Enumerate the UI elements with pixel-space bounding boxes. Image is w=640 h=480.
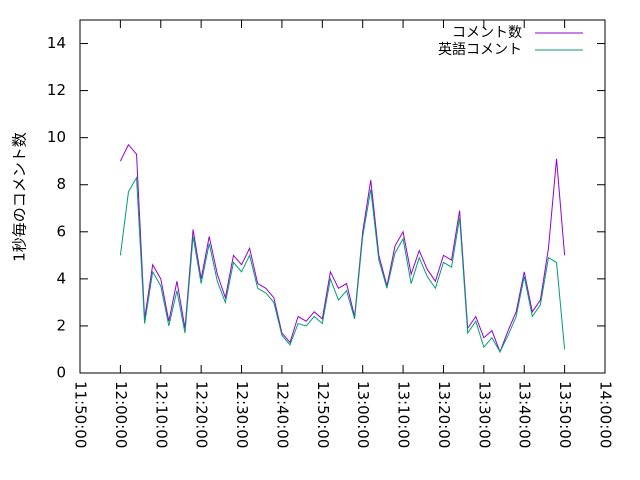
x-tick-label: 13:00:00	[354, 381, 372, 448]
y-tick-label: 12	[47, 81, 66, 99]
y-tick-label: 10	[47, 128, 66, 146]
y-tick-label: 0	[56, 364, 66, 382]
x-tick-label: 12:10:00	[152, 381, 170, 448]
x-tick-label: 13:10:00	[395, 381, 413, 448]
x-tick-label: 13:50:00	[556, 381, 574, 448]
x-tick-label: 12:30:00	[233, 381, 251, 448]
legend-label: 英語コメント	[438, 41, 522, 58]
x-tick-label: 12:00:00	[112, 381, 130, 448]
y-tick-label: 14	[47, 34, 66, 52]
legend-label: コメント数	[452, 25, 522, 41]
y-tick-label: 4	[56, 269, 66, 287]
x-tick-label: 14:00:00	[597, 381, 615, 448]
x-tick-label: 11:50:00	[72, 381, 90, 448]
x-tick-label: 13:20:00	[435, 381, 453, 448]
x-tick-label: 12:40:00	[273, 381, 291, 448]
y-axis-label: 1秒毎のコメント数	[11, 132, 29, 262]
x-tick-label: 13:30:00	[475, 381, 493, 448]
x-tick-label: 13:40:00	[516, 381, 534, 448]
y-tick-label: 2	[56, 316, 66, 334]
series-line	[119, 175, 566, 353]
x-tick-label: 12:20:00	[193, 381, 211, 448]
series-line	[119, 143, 566, 354]
y-tick-label: 8	[56, 175, 66, 193]
x-tick-label: 12:50:00	[314, 381, 332, 448]
plot-frame	[79, 19, 606, 374]
y-tick-label: 6	[56, 222, 66, 240]
